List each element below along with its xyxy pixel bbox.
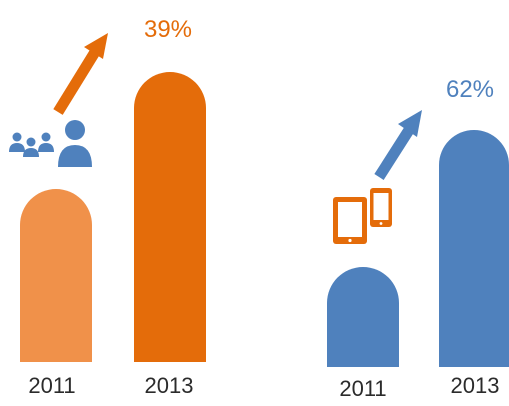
- bar-right-2011: [327, 267, 399, 367]
- tablet-phone-icon: [333, 188, 392, 244]
- bar-right-2013: [439, 130, 509, 367]
- arrow-up-right-icon: [53, 33, 108, 115]
- arrow-up-right-icon: [374, 110, 422, 180]
- year-label-left-2011: 2011: [28, 373, 75, 398]
- bar-left-2013: [134, 72, 206, 362]
- people-group-icon: [9, 120, 92, 167]
- chart-left: 39% 2011 2013: [9, 16, 206, 398]
- chart-right: 62% 2011 2013: [327, 76, 509, 401]
- pct-label-left: 39%: [144, 16, 192, 43]
- year-label-left-2013: 2013: [145, 373, 194, 398]
- year-label-right-2011: 2011: [339, 376, 386, 401]
- bar-left-2011: [20, 189, 92, 362]
- pct-label-right: 62%: [446, 76, 494, 103]
- year-label-right-2013: 2013: [451, 373, 500, 398]
